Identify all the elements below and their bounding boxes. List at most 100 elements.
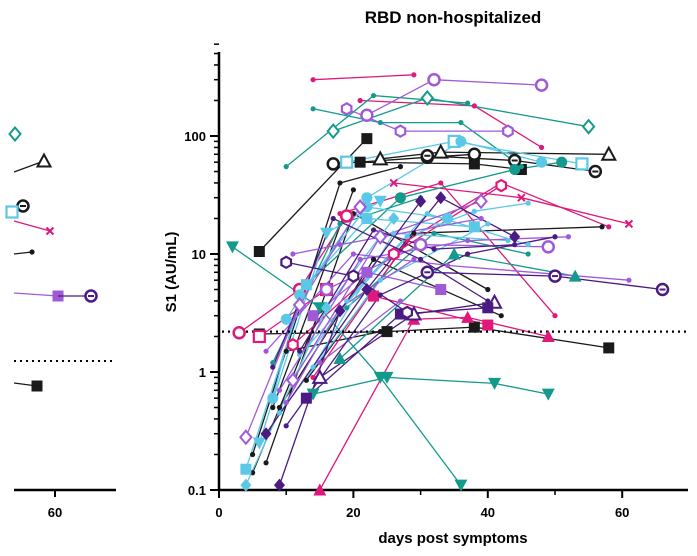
left-trace-line (13, 292, 59, 297)
data-point (420, 89, 435, 107)
data-point (454, 479, 468, 492)
marker-stroke (517, 193, 526, 202)
data-point (548, 269, 562, 283)
data-point (354, 156, 366, 168)
data-point (313, 302, 327, 315)
x-tick-label: 40 (481, 505, 495, 520)
data-point (404, 234, 410, 240)
data-point (319, 282, 334, 297)
data-point (411, 256, 417, 262)
data-point (377, 119, 383, 126)
data-point (280, 255, 293, 270)
data-point (8, 125, 22, 143)
data-point (387, 247, 400, 261)
x-axis-ticks: 0 20 40 60 (215, 490, 629, 520)
data-point (317, 360, 323, 366)
data-point (16, 199, 30, 213)
data-point (310, 106, 316, 112)
data-point (471, 208, 477, 214)
data-point (565, 234, 572, 240)
data-point (552, 313, 558, 319)
data-point (474, 193, 488, 210)
series-line (258, 138, 368, 252)
data-point (534, 78, 549, 92)
data-point (276, 410, 283, 416)
data-point (415, 194, 427, 208)
data-point (498, 313, 504, 319)
data-point (337, 180, 343, 186)
data-point (370, 227, 377, 233)
data-point (270, 364, 276, 370)
y-tick-label: 0.1 (188, 483, 206, 498)
data-point (29, 249, 35, 255)
data-point (35, 152, 53, 168)
data-point (556, 156, 568, 168)
data-point (283, 423, 289, 429)
data-point (606, 224, 612, 230)
data-point (347, 269, 360, 283)
data-point (290, 251, 296, 257)
data-point (541, 329, 555, 342)
data-point (401, 305, 413, 320)
series-line (313, 74, 414, 81)
data-point (575, 157, 589, 171)
data-point (388, 211, 400, 225)
data-point (485, 298, 491, 304)
data-point (541, 240, 556, 254)
data-point (404, 237, 410, 244)
data-point (394, 124, 407, 138)
data-point (330, 215, 336, 222)
data-point (538, 144, 545, 151)
data-point (465, 237, 471, 244)
x-tick-label: 60 (615, 505, 629, 520)
data-point (485, 221, 491, 227)
data-point (468, 221, 480, 233)
marker-stroke (389, 178, 398, 188)
data-point (411, 72, 417, 78)
data-point (391, 230, 397, 236)
data-point (337, 242, 343, 248)
data-point (478, 215, 484, 222)
data-point (372, 150, 389, 166)
left-panel-x-tick-label: 60 (48, 505, 62, 520)
data-point (360, 108, 374, 122)
data-point (84, 289, 98, 303)
data-point (588, 164, 603, 179)
x-tick-label: 20 (346, 505, 360, 520)
data-point (380, 371, 394, 384)
data-point (357, 97, 363, 104)
series-line (312, 182, 610, 378)
marker-stroke (45, 226, 55, 236)
data-point (350, 187, 356, 193)
series-line (393, 182, 630, 225)
plot-area (222, 72, 688, 496)
left-panel-series (5, 125, 98, 392)
data-point (292, 296, 307, 314)
y-tick-label: 100 (184, 129, 206, 144)
data-point (397, 164, 404, 170)
data-point (5, 205, 19, 219)
marker-stroke (624, 219, 634, 229)
data-point (581, 118, 596, 135)
y-tick-label: 1 (199, 365, 206, 380)
data-point (482, 302, 494, 314)
data-point (326, 157, 340, 171)
data-point (424, 210, 430, 217)
data-point (495, 178, 508, 193)
data-point (307, 310, 319, 322)
data-point (502, 124, 514, 138)
data-point (482, 319, 494, 331)
data-point (350, 251, 356, 257)
data-point (525, 200, 531, 206)
series-line (312, 108, 522, 168)
series-line (259, 326, 609, 349)
data-point (283, 164, 289, 170)
data-point (225, 241, 239, 254)
data-point (512, 242, 518, 248)
chart-title: RBD non-hospitalized (365, 8, 542, 27)
data-point (394, 308, 406, 320)
data-point (515, 164, 527, 176)
data-point (340, 102, 353, 116)
data-point (252, 329, 266, 344)
data-point (525, 251, 531, 257)
